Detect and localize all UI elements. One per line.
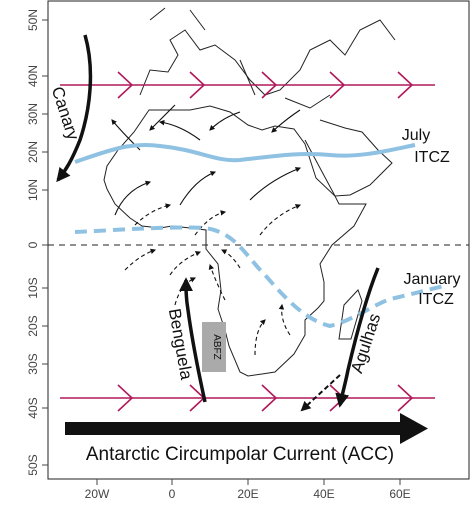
y-tick-label: 30N	[26, 103, 40, 125]
july-itcz-label: ITCZ	[414, 149, 450, 166]
benguela-label: Benguela	[165, 307, 196, 382]
july-label: July	[402, 127, 430, 144]
january-label: January	[404, 271, 461, 288]
y-tick-label: 20N	[26, 141, 40, 163]
y-tick-label: 50N	[26, 9, 40, 31]
y-tick-label: 10N	[26, 179, 40, 201]
x-tick-label: 20W	[85, 487, 110, 501]
y-tick-label: 50S	[26, 454, 40, 475]
y-tick-label: 20S	[26, 315, 40, 336]
frame	[47, 0, 470, 480]
y-tick-label: 30S	[26, 353, 40, 374]
x-tick-label: 40E	[313, 487, 334, 501]
axis-labels: 50N 40N 30N 20N 10N 0 10S 20S 30S 40S 50S 20W 0 20E 40…	[26, 9, 411, 501]
acc-label: Antarctic Circumpolar Current (ACC)	[86, 444, 394, 465]
acc-arrow	[65, 413, 428, 444]
abfz-label: ABFZ	[211, 334, 222, 360]
july-itcz	[74, 142, 416, 164]
january-itcz	[74, 225, 449, 329]
abfz-box	[202, 322, 226, 372]
y-tick-label: 40S	[26, 397, 40, 418]
wind-arrows	[111, 104, 302, 356]
canary-label: Canary	[48, 84, 83, 142]
y-tick-label: 10S	[26, 277, 40, 298]
westerlies	[60, 71, 435, 412]
y-tick-label: 0	[26, 241, 40, 248]
coastlines	[103, 7, 396, 377]
agulhas-leakage	[300, 374, 341, 412]
x-tick-label: 0	[169, 487, 176, 501]
x-tick-label: 20E	[237, 487, 258, 501]
benguela-current	[179, 277, 207, 403]
agulhas-current	[335, 267, 380, 408]
canary-current	[56, 34, 93, 183]
y-tick-label: 40N	[26, 65, 40, 87]
january-itcz-label: ITCZ	[418, 291, 454, 308]
x-tick-label: 60E	[389, 487, 410, 501]
